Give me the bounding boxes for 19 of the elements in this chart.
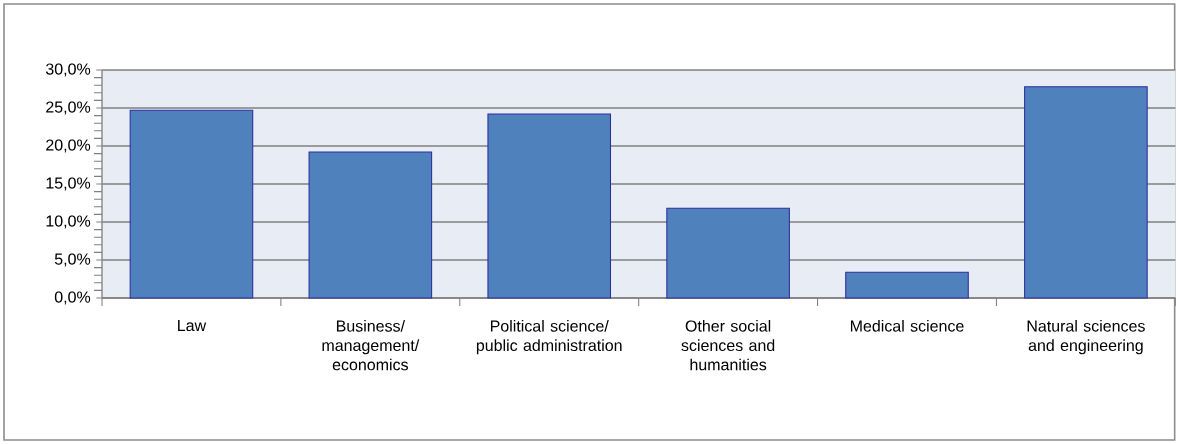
y-tick-label: 15,0%: [46, 177, 91, 191]
x-tick-label: Other social sciences and humanities: [681, 319, 775, 371]
x-tick-label: Political science/ public administration: [476, 319, 622, 355]
y-tick-label: 30,0%: [45, 63, 91, 77]
bar: [129, 109, 254, 299]
y-tick-label: 10,0%: [46, 215, 91, 229]
bar: [1024, 86, 1148, 299]
bar: [487, 113, 612, 299]
x-tick-label: Medical science: [850, 319, 964, 332]
bar: [308, 151, 433, 299]
y-tick-label: 20,0%: [46, 139, 91, 153]
y-tick-label: 0,0%: [54, 291, 91, 305]
bar: [666, 207, 790, 299]
y-tick-label: 25,0%: [46, 101, 91, 115]
x-tick-label: Business/ management/ economics: [322, 319, 420, 371]
bar: [845, 271, 969, 299]
y-tick-label: 5,0%: [54, 253, 91, 267]
x-tick-label: Natural sciences and engineering: [1027, 319, 1145, 355]
x-tick-label: Law: [178, 319, 207, 332]
